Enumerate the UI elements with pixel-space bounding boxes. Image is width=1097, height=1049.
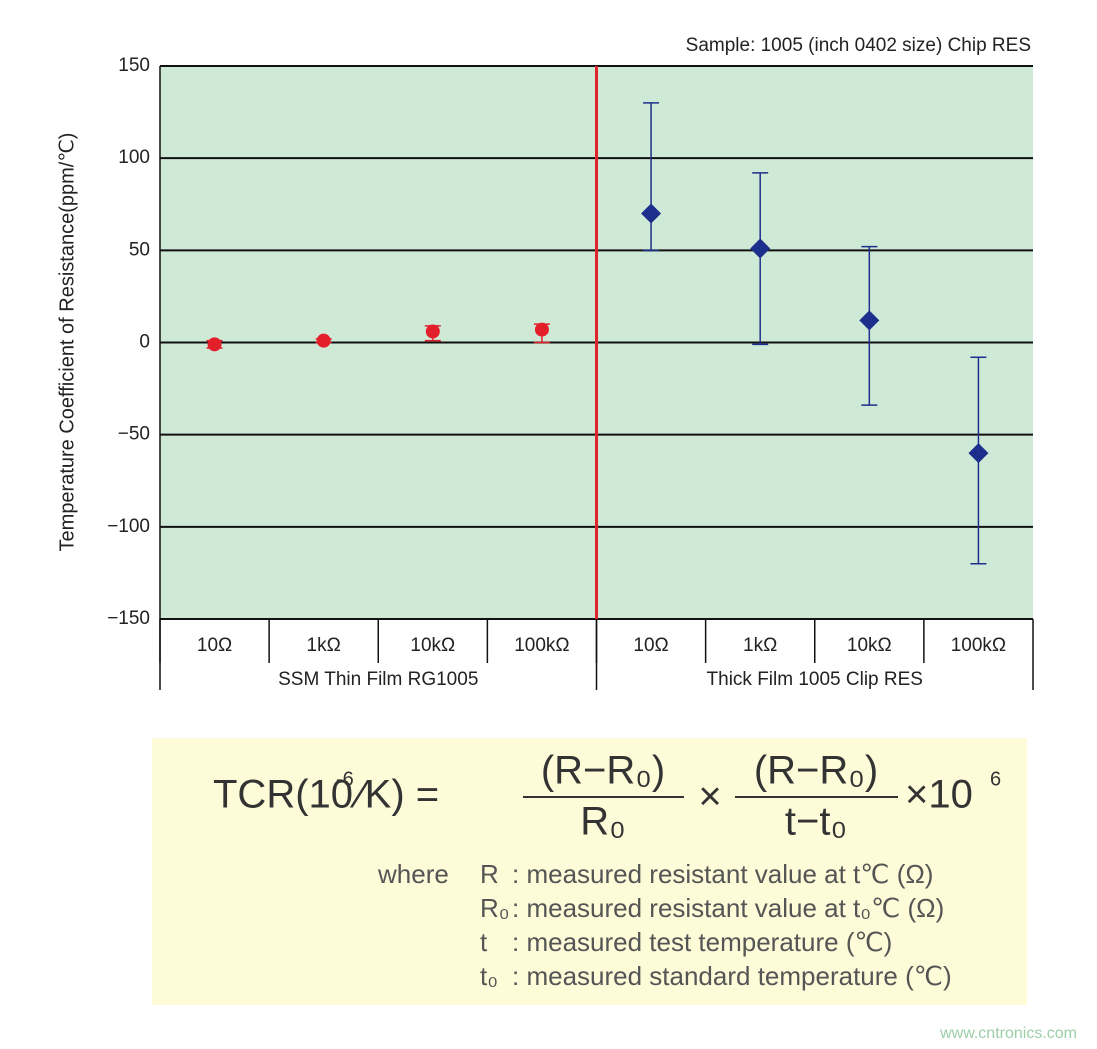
definition-text: : measured resistant value at t℃ (Ω) [512,859,933,889]
y-tick-label: −100 [107,516,150,537]
point [207,337,222,352]
point [859,310,880,331]
x-tick-label: 10Ω [633,635,668,656]
x-tick-label: 1kΩ [743,635,777,656]
formula-box [152,738,1027,1005]
point [425,324,440,339]
y-tick-label: 0 [139,332,150,353]
definition-text: : measured standard temperature (℃) [512,961,952,991]
numerator: (R−R₀) [754,749,878,793]
watermark: www.cntronics.com [939,1025,1077,1042]
definition-symbol: R [480,859,499,889]
denominator: R₀ [580,800,626,844]
definition-symbol: t [480,927,488,957]
definitions: R : measured resistant value at t℃ (Ω)R₀:… [480,859,952,991]
x-tick-label: 10Ω [197,635,232,656]
denominator: t−t₀ [785,800,847,844]
formula-exp: -6 [336,768,354,790]
point [750,238,771,259]
formula-exp: 6 [990,768,1001,790]
x-tick-label: 100kΩ [951,635,1006,656]
x-tick-label: 1kΩ [307,635,341,656]
numerator: (R−R₀) [541,749,665,793]
y-tick-label: 100 [118,147,150,168]
y-tick-label: −50 [118,424,150,445]
formula-factor: ×10 [905,773,973,817]
point [968,443,989,464]
y-tick-label: 150 [118,55,150,76]
times: × [698,775,721,819]
point [641,203,662,224]
group-label: SSM Thin Film RG1005 [278,669,478,690]
x-tick-label: 100kΩ [514,635,569,656]
y-tick-label: 50 [129,239,150,260]
y-tick-label: −150 [107,608,150,629]
point [534,322,549,337]
definition-symbol: t₀ [480,961,498,991]
point [316,333,331,348]
formula-lhs: TCR(10 [213,773,353,817]
x-tick-label: 10kΩ [847,635,892,656]
group-label: Thick Film 1005 Clip RES [707,669,923,690]
sample-note: Sample: 1005 (inch 0402 size) Chip RES [686,35,1031,56]
definition-symbol: R₀ [480,893,510,923]
formula-lhs-tail: ⁄K) = [349,773,439,817]
definition-text: : measured test temperature (℃) [512,927,892,957]
y-axis-title: Temperature Coefficient of Resistance(pp… [56,133,78,552]
where: where [377,859,449,889]
plot: −150 −100 −50 0 50 100 150 10Ω 1kΩ 10kΩ 100kΩ 10Ω 1k… [107,55,1034,690]
x-tick-label: 10kΩ [410,635,455,656]
definition-text: : measured resistant value at t₀℃ (Ω) [512,893,944,923]
